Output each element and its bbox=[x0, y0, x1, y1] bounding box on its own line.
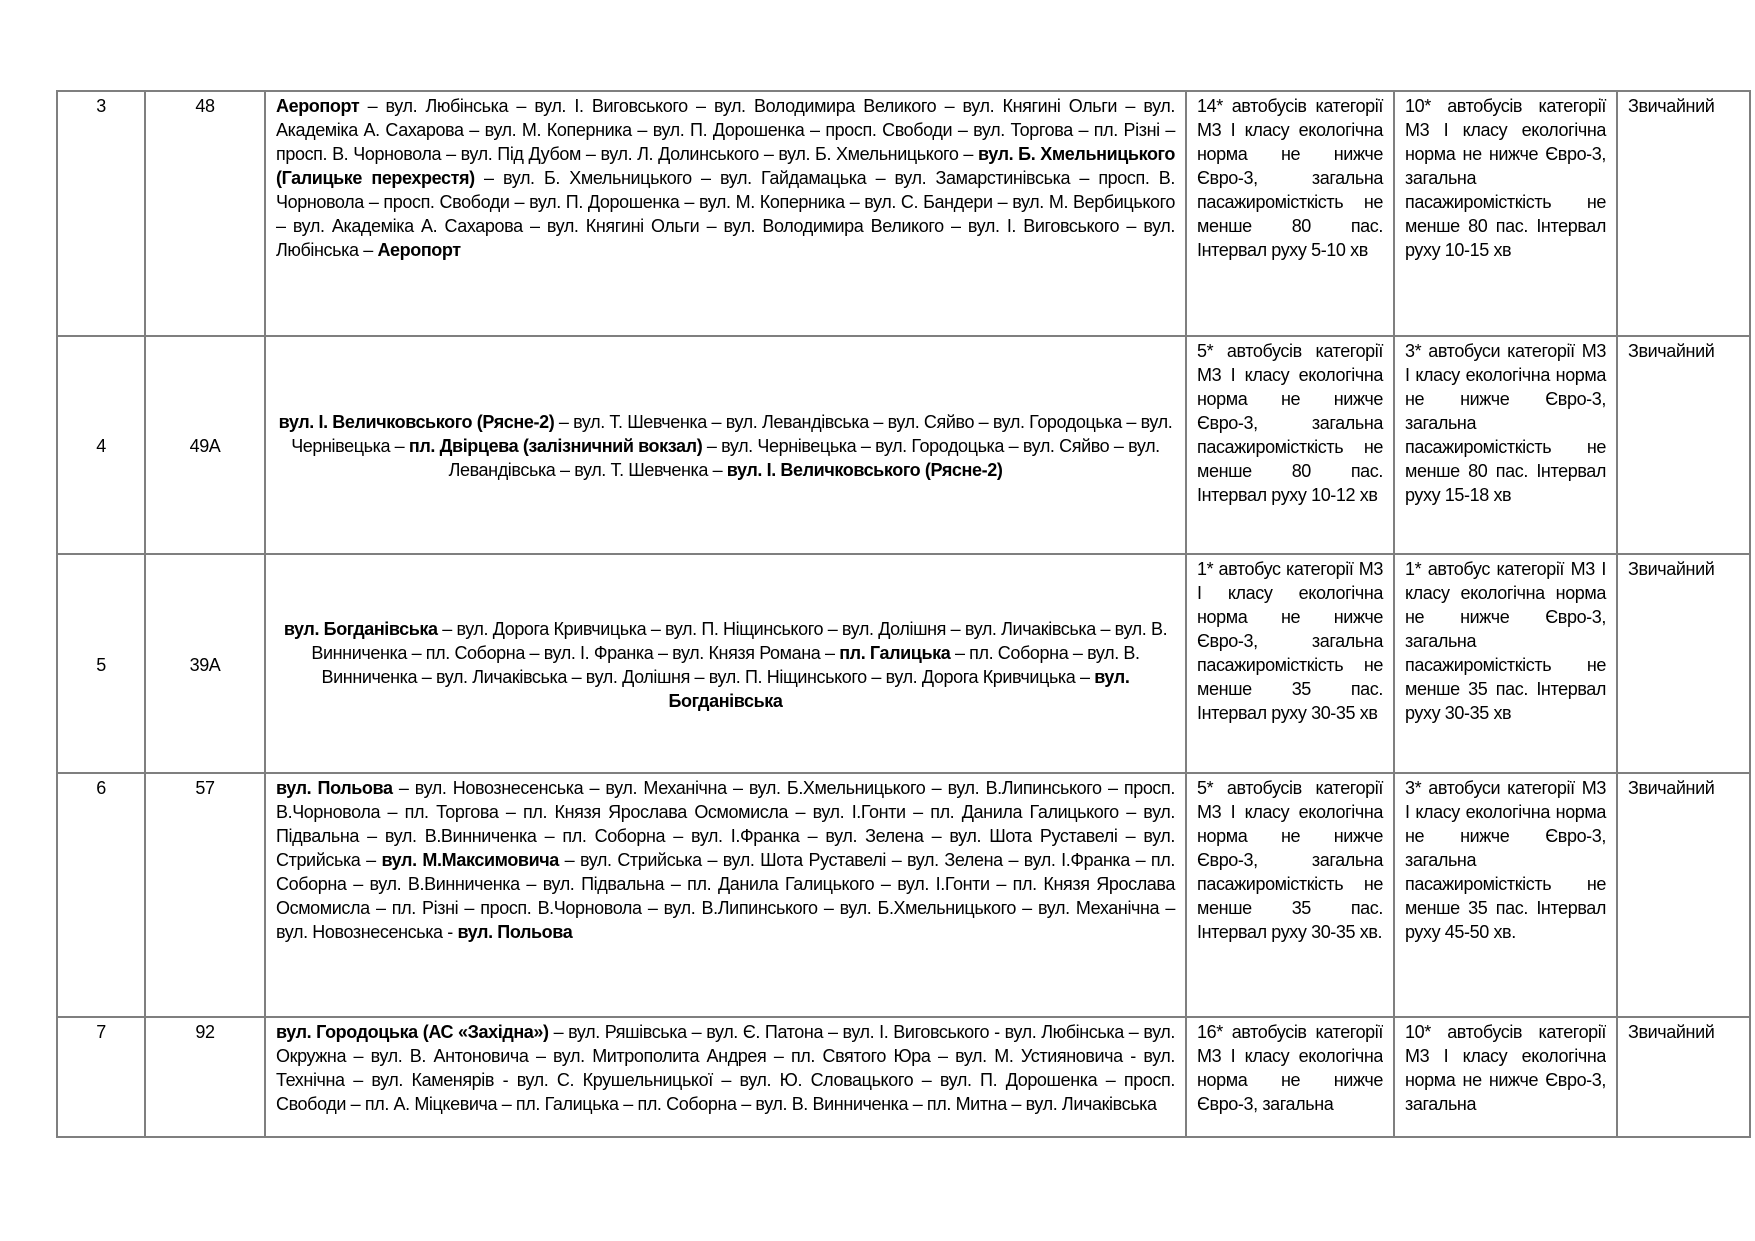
route-description-cell: Аеропорт – вул. Любінська – вул. І. Виго… bbox=[264, 90, 1187, 337]
row-number-cell: 5 bbox=[56, 553, 146, 774]
service-mode-cell: Звичайний bbox=[1616, 553, 1751, 774]
route-segment: – вул. Т. Шевченка – вул. Левандівська –… bbox=[291, 412, 1173, 456]
route-terminal-stop: вул. Богданівська bbox=[283, 618, 438, 639]
route-terminal-stop: вул. І. Величковського (Рясне-2) bbox=[726, 460, 1003, 480]
route-segment: – вул. Ряшівська – вул. Є. Патона – вул.… bbox=[276, 1022, 1175, 1114]
route-segment: – вул. Чернівецька – вул. Городоцька – в… bbox=[448, 436, 1161, 480]
route-number-cell: 49А bbox=[144, 335, 266, 555]
route-terminal-stop: вул. Городоцька (АС «Західна») bbox=[276, 1022, 549, 1042]
route-segment: – вул. Любінська – вул. І. Виговського –… bbox=[276, 96, 1175, 164]
route-segment: – вул. Стрийська – вул. Шота Руставелі –… bbox=[276, 850, 1175, 942]
cell-content: 7 bbox=[96, 1022, 106, 1042]
service-mode-cell: Звичайний bbox=[1616, 772, 1751, 1018]
table-row: 4 49А вул. І. Величковського (Рясне-2) – в… bbox=[56, 335, 1751, 555]
route-segment: – вул. Дорога Кривчицька – вул. П. Ніщин… bbox=[311, 618, 1168, 663]
service-mode-cell: Звичайний bbox=[1616, 90, 1751, 337]
route-description-cell: вул. Городоцька (АС «Західна») – вул. Ря… bbox=[264, 1016, 1187, 1138]
cell-content: 92 bbox=[195, 1022, 215, 1042]
route-terminal-stop: Аеропорт bbox=[377, 240, 461, 260]
cell-content: 16* автобусів категорії М3 І класу еколо… bbox=[1197, 1022, 1383, 1114]
route-terminal-stop: вул. І. Величковського (Рясне-2) bbox=[278, 412, 555, 432]
row-number-cell: 3 bbox=[56, 90, 146, 337]
route-terminal-stop: вул. М.Максимовича bbox=[381, 850, 559, 870]
route-segment: – вул. Б. Хмельницького – вул. Гайдамаць… bbox=[276, 168, 1175, 260]
route-terminal-stop: вул. Богданівська bbox=[668, 666, 1130, 711]
peak-buses-cell: 5* автобусів категорії М3 І класу еколог… bbox=[1185, 772, 1395, 1018]
offpeak-buses-cell: 10* автобусів категорії М3 І класу еколо… bbox=[1393, 90, 1618, 337]
route-description-cell: вул. Богданівська – вул. Дорога Кривчиць… bbox=[264, 553, 1187, 774]
offpeak-buses-cell: 3* автобуси категорії М3 І класу екологі… bbox=[1393, 772, 1618, 1018]
route-terminal-stop: вул. Б. Хмельницького (Галицьке перехрес… bbox=[276, 144, 1175, 188]
table-row: 7 92 вул. Городоцька (АС «Західна») – вул.… bbox=[56, 1016, 1751, 1138]
route-number-cell: 57 bbox=[144, 772, 266, 1018]
row-number-cell: 6 bbox=[56, 772, 146, 1018]
route-number-cell: 39А bbox=[144, 553, 266, 774]
row-number-cell: 7 bbox=[56, 1016, 146, 1138]
route-segment: – вул. Новознесенська – вул. Механічна –… bbox=[276, 778, 1175, 870]
route-segment: – пл. Соборна – вул. В. Винниченка – вул… bbox=[321, 642, 1140, 687]
cell-content: Звичайний bbox=[1628, 1022, 1715, 1042]
peak-buses-cell: 5* автобусів категорії М3 І класу еколог… bbox=[1185, 335, 1395, 555]
routes-table: 3 48 Аеропорт – вул. Любінська – вул. І. В… bbox=[56, 90, 1751, 1138]
route-description-cell: вул. Польова – вул. Новознесенська – вул… bbox=[264, 772, 1187, 1018]
offpeak-buses-cell: 3* автобуси категорії М3 І класу екологі… bbox=[1393, 335, 1618, 555]
cell-content: 10* автобусів категорії М3 І класу еколо… bbox=[1405, 1022, 1606, 1114]
route-terminal-stop: пл. Двірцева (залізничний вокзал) bbox=[408, 436, 703, 456]
peak-buses-cell: 14* автобусів категорії М3 І класу еколо… bbox=[1185, 90, 1395, 337]
offpeak-buses-cell: 1* автобус категорії М3 І класу екологіч… bbox=[1393, 553, 1618, 774]
route-terminal-stop: Аеропорт bbox=[276, 96, 360, 116]
route-terminal-stop: вул. Польова bbox=[457, 922, 573, 942]
peak-buses-cell: 16* автобусів категорії М3 І класу еколо… bbox=[1185, 1016, 1395, 1138]
service-mode-cell: Звичайний bbox=[1616, 1016, 1751, 1138]
route-number-cell: 92 bbox=[144, 1016, 266, 1138]
peak-buses-cell: 1* автобус категорії М3 І класу екологіч… bbox=[1185, 553, 1395, 774]
route-terminal-stop: вул. Польова bbox=[276, 778, 393, 798]
cell-content: вул. Городоцька (АС «Західна») – вул. Ря… bbox=[276, 1020, 1175, 1116]
table-row: 5 39А вул. Богданівська – вул. Дорога Крив… bbox=[56, 553, 1751, 774]
route-terminal-stop: пл. Галицька bbox=[839, 642, 951, 663]
table-row: 3 48 Аеропорт – вул. Любінська – вул. І. В… bbox=[56, 90, 1751, 337]
route-description-cell: вул. І. Величковського (Рясне-2) – вул. … bbox=[264, 335, 1187, 555]
offpeak-buses-cell: 10* автобусів категорії М3 І класу еколо… bbox=[1393, 1016, 1618, 1138]
table-row: 6 57 вул. Польова – вул. Новознесенська – … bbox=[56, 772, 1751, 1018]
service-mode-cell: Звичайний bbox=[1616, 335, 1751, 555]
row-number-cell: 4 bbox=[56, 335, 146, 555]
route-number-cell: 48 bbox=[144, 90, 266, 337]
